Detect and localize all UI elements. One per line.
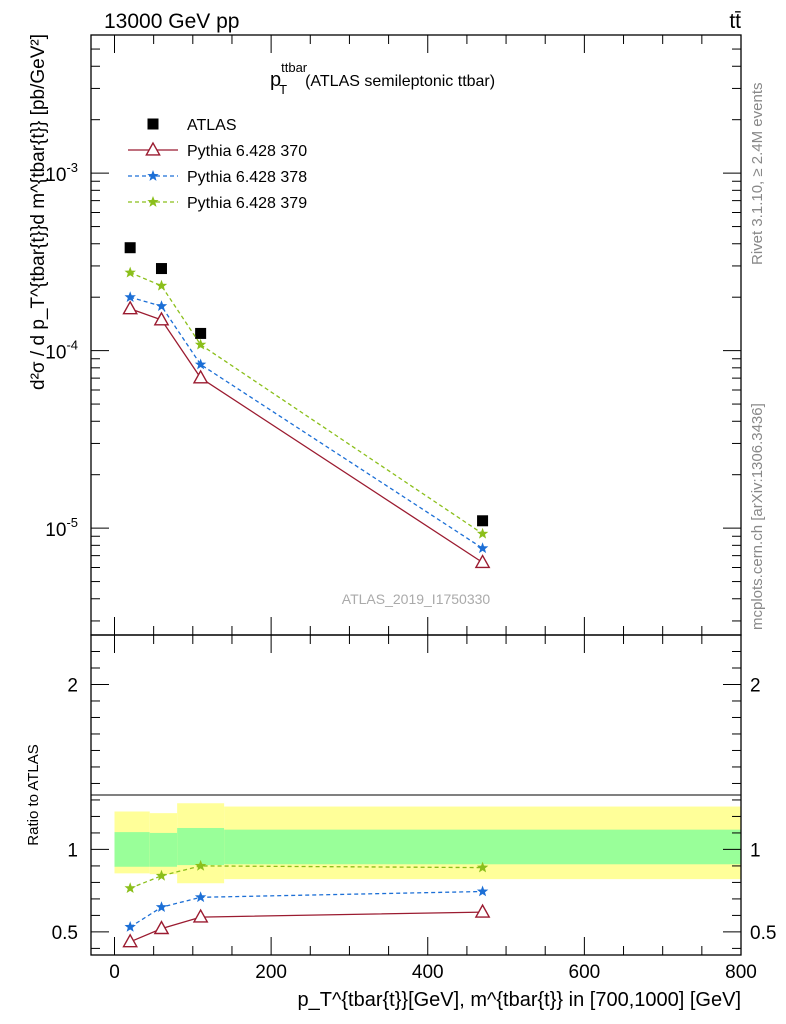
x-tick-label: 400: [412, 962, 444, 983]
green-uncertainty-band: [114, 832, 150, 867]
ratio-line-pythia-6-428-378: [129, 890, 483, 928]
green-uncertainty-band: [177, 827, 225, 866]
ratio-y-tick-label-right: 0.5: [750, 923, 776, 944]
main-y-tick-label: 10-3: [45, 160, 78, 186]
main-point-pythia-6-428-379: [476, 527, 489, 539]
main-point-atlas: [124, 242, 136, 254]
ratio-y-tick-label-right: 1: [750, 840, 761, 861]
x-tick-label: 0: [109, 962, 120, 983]
main-point-pythia-6-428-379: [155, 279, 168, 291]
ratio-series-group: [122, 859, 491, 948]
main-point-pythia-6-428-370: [153, 311, 170, 326]
ratio-point-pythia-6-428-378: [124, 921, 136, 932]
x-axis-label: p_T^{tbar{t}}[GeV], m^{tbar{t}} in [700,…: [297, 989, 741, 1011]
main-line-pythia-6-428-378: [130, 296, 483, 549]
plot-title: pttbar T (ATLAS semileptonic ttbar): [270, 60, 495, 97]
main-line-pythia-6-428-379: [129, 272, 483, 535]
ratio-point-pythia-6-428-378: [194, 891, 207, 903]
x-tick-label: 600: [569, 962, 601, 983]
ratio-y-tick-label-right: 2: [750, 675, 761, 696]
ratio-y-tick-label-left: 1: [67, 840, 78, 861]
main-point-pythia-6-428-378: [194, 358, 207, 370]
x-tick-label: 800: [725, 962, 757, 983]
legend-marker-pythia-6-428-379: [147, 196, 159, 207]
ratio-line-pythia-6-428-379: [129, 865, 483, 889]
main-point-atlas: [155, 263, 167, 275]
ratio-panel: 0.5 0.5 1 1 2 2 0 200 400 600 800 Ratio to ATLAS p…: [25, 634, 776, 1011]
ratio-point-pythia-6-428-378: [476, 885, 489, 897]
legend-marker-pythia-6-428-370: [145, 141, 161, 156]
ratio-point-pythia-6-428-379: [476, 861, 489, 873]
ratio-y-tick-label-left: 2: [67, 675, 78, 696]
main-line-pythia-6-428-370: [129, 308, 483, 564]
mcplots-label: mcplots.cern.ch [arXiv:1306.3436]: [749, 403, 766, 630]
main-point-pythia-6-428-378: [476, 542, 489, 554]
ratio-point-pythia-6-428-379: [194, 859, 207, 871]
main-y-tick-label: 10-5: [45, 515, 78, 541]
main-series-group: [122, 242, 491, 569]
uncertainty-bands: [114, 803, 742, 884]
legend-label-pythia-6-428-378: Pythia 6.428 378: [187, 169, 307, 186]
ratio-y-axis-label: Ratio to ATLAS: [25, 744, 42, 845]
main-y-tick-label: 10-4: [45, 338, 78, 364]
ratio-line-pythia-6-428-370: [129, 911, 483, 943]
main-point-pythia-6-428-370: [192, 369, 209, 384]
legend-label-pythia-6-428-370: Pythia 6.428 370: [187, 143, 307, 160]
ratio-plot-frame: [90, 634, 742, 956]
ratio-point-pythia-6-428-379: [155, 869, 168, 881]
energy-label: 13000 GeV pp: [104, 10, 239, 33]
rivet-version-label: Rivet 3.1.10, ≥ 2.4M events: [749, 83, 766, 266]
ratio-y-tick-label-left: 0.5: [52, 923, 78, 944]
main-point-pythia-6-428-370: [474, 554, 491, 569]
main-point-atlas: [477, 515, 489, 527]
main-point-atlas: [195, 327, 207, 339]
x-tick-label: 200: [255, 962, 287, 983]
green-uncertainty-band: [224, 829, 742, 865]
ratio-axis-ticks: 0.5 0.5 1 1 2 2 0 200 400 600 800: [52, 635, 776, 983]
legend-marker-atlas: [147, 118, 159, 130]
legend-label-atlas: ATLAS: [187, 117, 237, 134]
main-point-pythia-6-428-370: [122, 300, 138, 315]
main-point-pythia-6-428-378: [124, 291, 136, 302]
main-point-pythia-6-428-379: [194, 338, 207, 350]
plot-watermark: ATLAS_2019_I1750330: [342, 591, 491, 607]
legend-marker-pythia-6-428-378: [147, 170, 159, 181]
ratio-point-pythia-6-428-378: [155, 901, 168, 912]
main-point-pythia-6-428-378: [155, 300, 168, 311]
ratio-point-pythia-6-428-370: [122, 933, 138, 948]
ratio-point-pythia-6-428-370: [153, 920, 170, 935]
legend: ATLAS Pythia 6.428 370 Pythia 6.428 378 Pyt…: [128, 117, 307, 212]
main-y-axis-label: d²σ / d p_T^{tbar{t}}d m^{tbar{t}} [pb/G…: [28, 34, 49, 390]
ratio-point-pythia-6-428-370: [192, 908, 209, 923]
ratio-point-pythia-6-428-379: [124, 882, 136, 893]
legend-label-pythia-6-428-379: Pythia 6.428 379: [187, 195, 307, 212]
ratio-point-pythia-6-428-370: [474, 903, 491, 918]
process-label: tt̄: [729, 10, 741, 33]
main-panel: ATLAS_2019_I1750330 10-3 10-4 10-5 pttbar T…: [28, 34, 742, 636]
green-uncertainty-band: [149, 832, 178, 867]
main-point-pythia-6-428-379: [124, 266, 136, 278]
